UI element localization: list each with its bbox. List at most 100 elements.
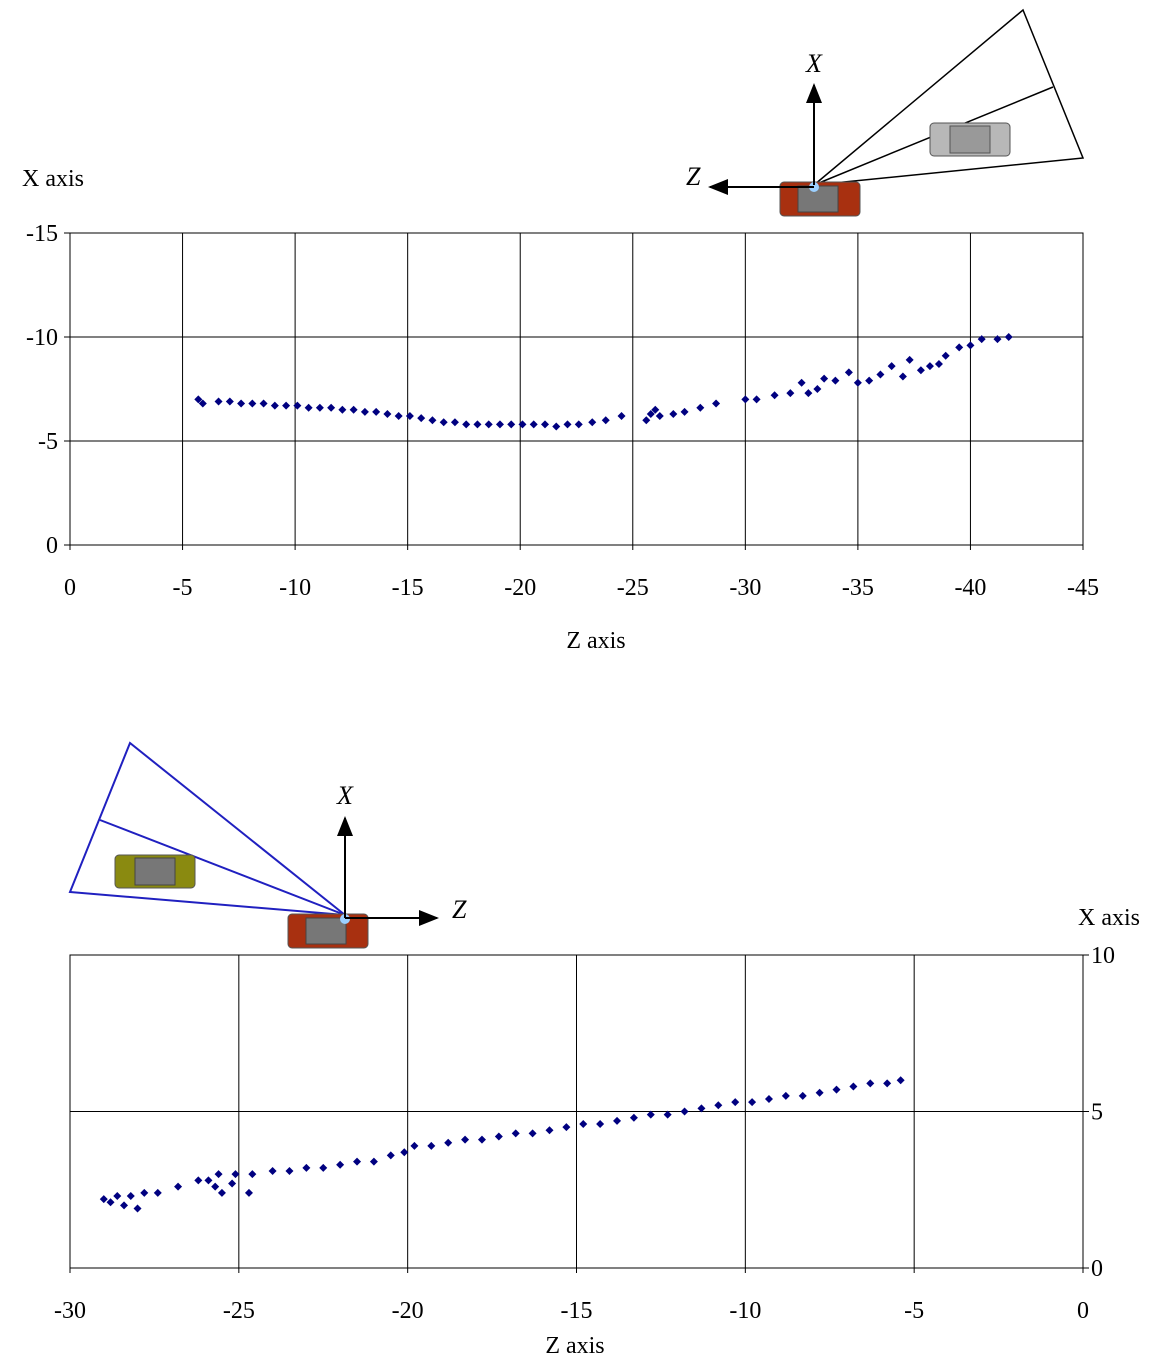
data-point bbox=[134, 1205, 142, 1213]
data-point bbox=[215, 397, 223, 405]
data-point bbox=[899, 373, 907, 381]
data-point bbox=[602, 416, 610, 424]
data-point bbox=[451, 418, 459, 426]
data-point bbox=[473, 420, 481, 428]
data-point bbox=[495, 1133, 503, 1141]
data-point bbox=[496, 420, 504, 428]
data-point bbox=[395, 412, 403, 420]
data-point bbox=[883, 1079, 891, 1087]
x-tick-label: -30 bbox=[54, 1298, 86, 1324]
data-point bbox=[642, 416, 650, 424]
x-tick-label: 0 bbox=[64, 575, 76, 601]
data-point bbox=[372, 408, 380, 416]
data-point bbox=[816, 1089, 824, 1097]
data-point bbox=[248, 1170, 256, 1178]
data-point bbox=[782, 1092, 790, 1100]
data-point bbox=[140, 1189, 148, 1197]
data-point bbox=[228, 1179, 236, 1187]
data-point bbox=[518, 420, 526, 428]
data-point bbox=[444, 1139, 452, 1147]
data-point bbox=[630, 1114, 638, 1122]
data-point bbox=[656, 412, 664, 420]
data-point bbox=[440, 418, 448, 426]
data-point bbox=[461, 1136, 469, 1144]
data-point bbox=[336, 1161, 344, 1169]
data-point bbox=[541, 420, 549, 428]
data-point bbox=[748, 1098, 756, 1106]
x-tick-label: 0 bbox=[1077, 1298, 1089, 1324]
y-tick-label: -15 bbox=[26, 221, 58, 247]
data-point bbox=[613, 1117, 621, 1125]
data-point bbox=[370, 1158, 378, 1166]
y-tick-label: -5 bbox=[38, 429, 58, 455]
data-point bbox=[271, 402, 279, 410]
data-point bbox=[485, 420, 493, 428]
x-tick-label: -20 bbox=[392, 1298, 424, 1324]
data-point bbox=[978, 335, 986, 343]
data-point bbox=[866, 1079, 874, 1087]
data-point bbox=[248, 400, 256, 408]
data-point bbox=[917, 366, 925, 374]
x-tick-label: -10 bbox=[729, 1298, 761, 1324]
data-point bbox=[231, 1170, 239, 1178]
data-point bbox=[353, 1158, 361, 1166]
data-point bbox=[562, 1123, 570, 1131]
data-point bbox=[966, 341, 974, 349]
data-point bbox=[618, 412, 626, 420]
data-point bbox=[545, 1126, 553, 1134]
data-point bbox=[338, 406, 346, 414]
data-point bbox=[107, 1198, 115, 1206]
y-tick-label: 0 bbox=[1091, 1256, 1103, 1282]
x-axis-title: Z axis bbox=[566, 628, 625, 654]
data-point bbox=[596, 1120, 604, 1128]
data-point bbox=[552, 422, 560, 430]
x-tick-label: -5 bbox=[904, 1298, 924, 1324]
plot-area bbox=[70, 233, 1083, 545]
y-axis-title: X axis bbox=[22, 166, 84, 192]
data-point bbox=[406, 412, 414, 420]
data-point bbox=[575, 420, 583, 428]
x-tick-label: -30 bbox=[729, 575, 761, 601]
data-point bbox=[833, 1086, 841, 1094]
x-tick-label: -25 bbox=[223, 1298, 255, 1324]
data-point bbox=[387, 1151, 395, 1159]
data-point bbox=[854, 379, 862, 387]
data-point bbox=[897, 1076, 905, 1084]
data-point bbox=[820, 375, 828, 383]
data-point bbox=[507, 420, 515, 428]
data-point bbox=[204, 1176, 212, 1184]
data-point bbox=[906, 356, 914, 364]
data-point bbox=[462, 420, 470, 428]
diagram-label: Z bbox=[686, 162, 701, 191]
data-point bbox=[226, 397, 234, 405]
data-point bbox=[530, 420, 538, 428]
data-point bbox=[935, 360, 943, 368]
data-point bbox=[211, 1183, 219, 1191]
data-point bbox=[174, 1183, 182, 1191]
x-tick-label: -5 bbox=[173, 575, 193, 601]
data-point bbox=[305, 404, 313, 412]
data-point bbox=[237, 400, 245, 408]
data-point bbox=[100, 1195, 108, 1203]
data-point bbox=[427, 1142, 435, 1150]
x-tick-label: -15 bbox=[392, 575, 424, 601]
data-point bbox=[771, 391, 779, 399]
data-point bbox=[681, 1108, 689, 1116]
data-point bbox=[588, 418, 596, 426]
data-point bbox=[669, 410, 677, 418]
data-point bbox=[410, 1142, 418, 1150]
data-point bbox=[731, 1098, 739, 1106]
data-point bbox=[849, 1082, 857, 1090]
data-point bbox=[681, 408, 689, 416]
data-point bbox=[804, 389, 812, 397]
data-point bbox=[282, 402, 290, 410]
data-point bbox=[712, 400, 720, 408]
data-point bbox=[926, 362, 934, 370]
data-point bbox=[786, 389, 794, 397]
data-point bbox=[813, 385, 821, 393]
data-point bbox=[741, 395, 749, 403]
data-point bbox=[765, 1095, 773, 1103]
x-tick-label: -25 bbox=[617, 575, 649, 601]
data-point bbox=[831, 377, 839, 385]
data-point bbox=[327, 404, 335, 412]
